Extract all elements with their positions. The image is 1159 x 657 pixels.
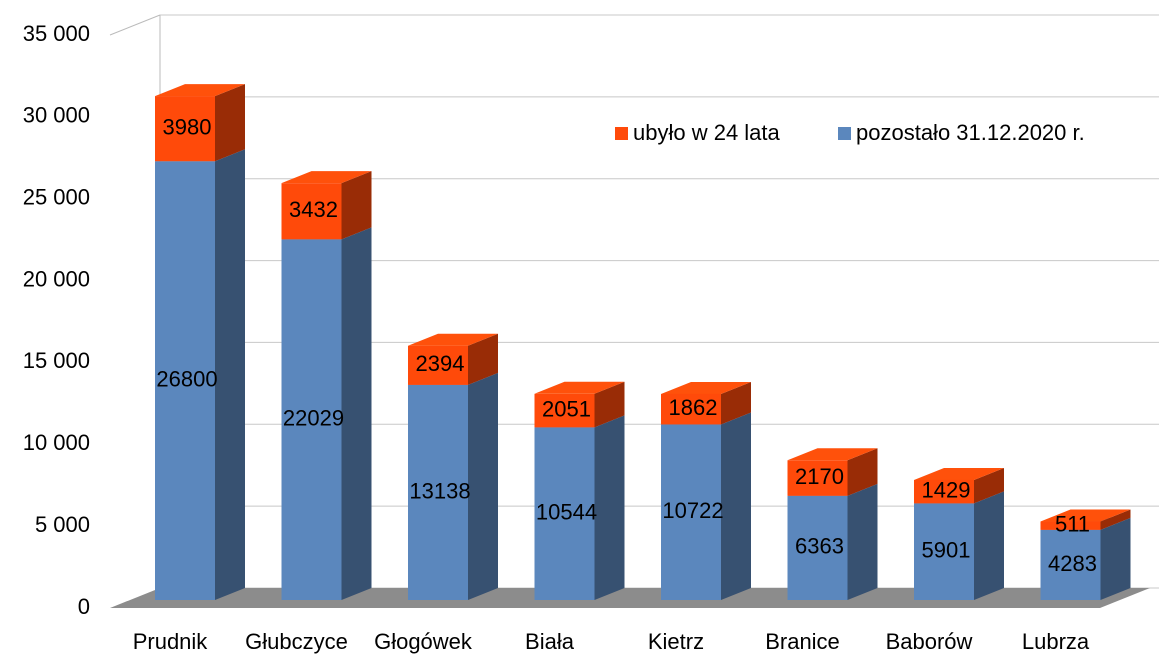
- bar: [914, 479, 974, 504]
- wall-edge: [109, 14, 161, 36]
- bar-side: [215, 149, 245, 600]
- value-label: 10722: [662, 498, 723, 523]
- bar-side: [847, 483, 878, 600]
- bar-top: [1040, 509, 1131, 522]
- bar: [914, 503, 974, 600]
- bar-side: [1100, 509, 1131, 530]
- y-tick-label: 30 000: [23, 103, 90, 128]
- bar: [534, 393, 595, 428]
- bar-side: [594, 381, 625, 428]
- bar-side: [594, 415, 625, 600]
- bar-side: [847, 448, 878, 496]
- bar: [281, 239, 342, 600]
- x-tick-label: Baborów: [886, 629, 973, 654]
- bar-top: [534, 381, 625, 394]
- bar: [1040, 521, 1101, 530]
- y-tick-label: 15 000: [23, 348, 90, 373]
- bar: [155, 161, 215, 600]
- bar: [661, 424, 721, 600]
- x-tick-label: Lubrza: [1022, 629, 1090, 654]
- legend-swatch: [838, 127, 851, 140]
- bar-top: [155, 84, 245, 97]
- value-label: 22029: [283, 405, 344, 430]
- bar-side: [215, 84, 245, 162]
- bar-top: [408, 333, 498, 346]
- value-label: 3980: [163, 114, 212, 139]
- x-tick-label: Głubczyce: [245, 629, 348, 654]
- bar: [534, 427, 595, 600]
- value-label: 5901: [922, 538, 971, 563]
- bar-side: [974, 491, 1004, 600]
- bar-top: [914, 467, 1004, 480]
- bar-side: [341, 171, 372, 240]
- bar-top: [787, 448, 878, 461]
- value-label: 1429: [922, 478, 971, 503]
- value-label: 13138: [409, 478, 470, 503]
- x-tick-label: Branice: [765, 629, 840, 654]
- bar-side: [1100, 517, 1131, 600]
- bar: [787, 460, 848, 496]
- bar-side: [974, 467, 1004, 504]
- x-tick-label: Kietrz: [648, 629, 704, 654]
- value-label: 1862: [669, 395, 718, 420]
- bar: [155, 96, 215, 162]
- x-tick-label: Głogówek: [374, 629, 473, 654]
- bar: [408, 345, 468, 385]
- legend-label: pozostało 31.12.2020 r.: [856, 120, 1085, 145]
- bar: [408, 384, 468, 600]
- value-label: 511: [1055, 512, 1090, 537]
- value-label: 26800: [156, 366, 217, 391]
- value-label: 6363: [795, 534, 844, 559]
- bar-side: [468, 372, 498, 600]
- value-label: 2170: [795, 464, 844, 489]
- bar-top: [281, 171, 372, 184]
- x-tick-label: Biała: [525, 629, 575, 654]
- y-tick-label: 5 000: [35, 512, 90, 537]
- value-label: 4283: [1048, 551, 1097, 576]
- value-label: 10544: [536, 500, 597, 525]
- floor: [110, 588, 1150, 608]
- value-label: 2394: [416, 351, 465, 376]
- bar: [661, 393, 721, 425]
- y-tick-label: 35 000: [23, 21, 90, 46]
- bar: [787, 495, 848, 600]
- y-tick-label: 20 000: [23, 266, 90, 291]
- bar: [1040, 529, 1101, 600]
- bar-top: [661, 381, 751, 394]
- x-tick-label: Prudnik: [133, 629, 209, 654]
- bar-side: [468, 333, 498, 385]
- legend-label: ubyło w 24 lata: [633, 120, 781, 145]
- y-tick-label: 10 000: [23, 430, 90, 455]
- y-tick-label: 0: [78, 594, 90, 619]
- value-label: 3432: [289, 197, 338, 222]
- bar-side: [721, 412, 751, 600]
- y-tick-label: 25 000: [23, 185, 90, 210]
- legend-swatch: [615, 127, 628, 140]
- bar-side: [341, 227, 372, 600]
- bar-side: [721, 381, 751, 425]
- value-label: 2051: [542, 396, 591, 421]
- bar: [281, 183, 342, 240]
